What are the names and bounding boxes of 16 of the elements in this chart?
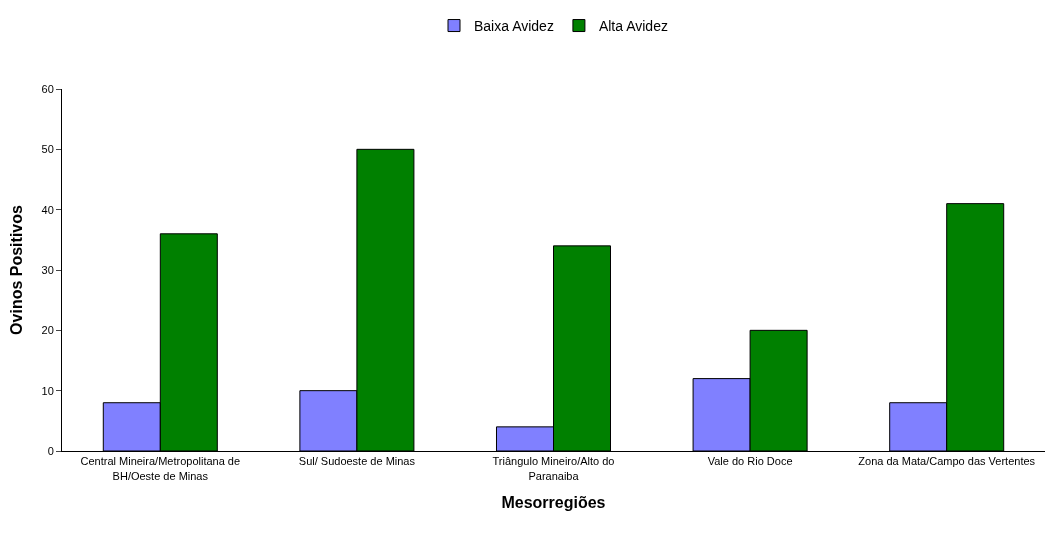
y-tick-label: 30 [41, 263, 54, 276]
legend-label: Baixa Avidez [474, 18, 554, 34]
y-tick-label: 50 [41, 143, 54, 156]
y-tick-label: 0 [47, 444, 54, 457]
x-tick-label: Central Mineira/Metropolitana de BH/Oeste de Minas [80, 455, 241, 482]
y-tick-label: 20 [41, 324, 54, 337]
y-axis-title: Ovinos Positivos [8, 204, 26, 335]
y-tick-label: 40 [41, 203, 54, 216]
y-tick-label: 60 [41, 82, 54, 95]
x-axis-title: Mesorregiões [501, 494, 606, 512]
legend-label: Alta Avidez [598, 18, 668, 34]
y-tick-label: 10 [41, 384, 54, 397]
x-tick-label: Triângulo Mineiro/Alto do Paranaiba [492, 455, 615, 482]
x-tick-label: Sul/ Sudoeste de Minas [298, 455, 416, 468]
x-tick-label: Zona da Mata/Campo das Vertentes [858, 455, 1036, 468]
x-tick-label: Vale do Rio Doce [707, 455, 793, 468]
